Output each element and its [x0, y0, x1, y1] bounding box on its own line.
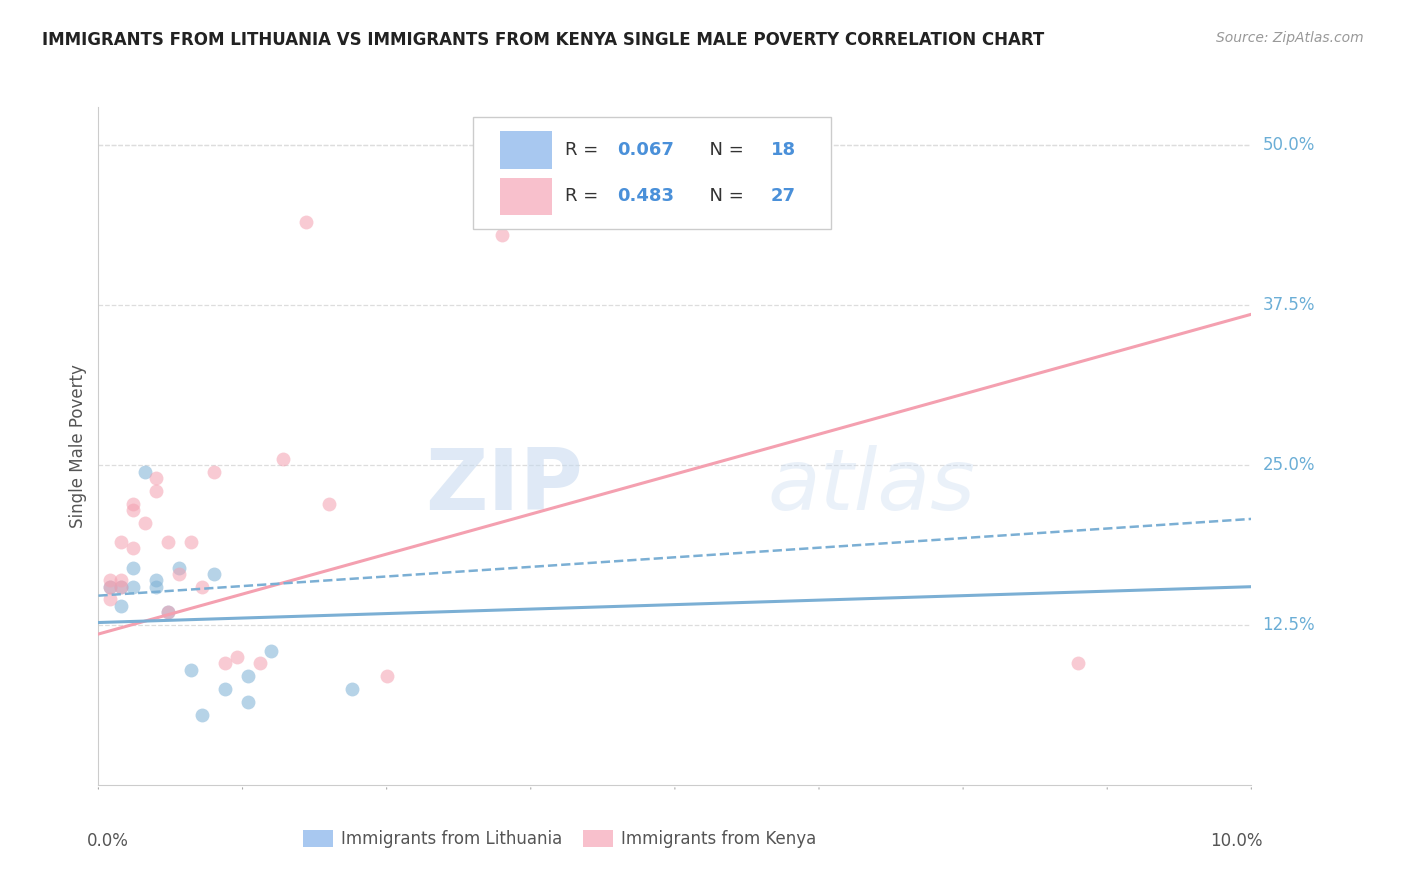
Point	[340, 681, 363, 696]
Point	[110, 535, 132, 549]
Point	[214, 657, 236, 671]
Point	[122, 503, 145, 517]
Text: 0.483: 0.483	[617, 187, 675, 205]
Point	[225, 650, 247, 665]
Point	[134, 465, 156, 479]
Point	[110, 574, 132, 588]
Text: 50.0%: 50.0%	[1263, 136, 1315, 154]
Text: 10.0%: 10.0%	[1211, 832, 1263, 850]
Legend: Immigrants from Lithuania, Immigrants from Kenya: Immigrants from Lithuania, Immigrants fr…	[297, 823, 823, 855]
Point	[98, 592, 121, 607]
Text: 0.067: 0.067	[617, 141, 673, 159]
Text: Source: ZipAtlas.com: Source: ZipAtlas.com	[1216, 31, 1364, 45]
Point	[98, 580, 121, 594]
Point	[156, 535, 179, 549]
Point	[122, 497, 145, 511]
Point	[202, 566, 225, 581]
Text: 25.0%: 25.0%	[1263, 456, 1315, 475]
Text: ZIP: ZIP	[425, 445, 582, 528]
Text: R =: R =	[565, 141, 605, 159]
Y-axis label: Single Male Poverty: Single Male Poverty	[69, 364, 87, 528]
Point	[260, 643, 283, 657]
Point	[167, 566, 190, 581]
Point	[1067, 657, 1090, 671]
Point	[156, 605, 179, 619]
FancyBboxPatch shape	[472, 117, 831, 229]
Text: 12.5%: 12.5%	[1263, 616, 1315, 634]
Point	[249, 657, 271, 671]
Point	[271, 451, 294, 466]
Text: atlas: atlas	[768, 445, 976, 528]
Point	[122, 580, 145, 594]
Point	[110, 580, 132, 594]
Point	[98, 574, 121, 588]
Text: 27: 27	[770, 187, 796, 205]
Text: R =: R =	[565, 187, 605, 205]
Text: IMMIGRANTS FROM LITHUANIA VS IMMIGRANTS FROM KENYA SINGLE MALE POVERTY CORRELATI: IMMIGRANTS FROM LITHUANIA VS IMMIGRANTS …	[42, 31, 1045, 49]
Point	[145, 574, 167, 588]
Point	[191, 580, 214, 594]
Point	[122, 560, 145, 574]
Point	[214, 681, 236, 696]
Point	[167, 560, 190, 574]
Point	[238, 695, 260, 709]
Point	[375, 669, 398, 683]
Point	[295, 215, 318, 229]
Point	[134, 516, 156, 530]
Text: 0.0%: 0.0%	[87, 832, 129, 850]
Point	[122, 541, 145, 556]
Point	[145, 471, 167, 485]
Point	[110, 580, 132, 594]
Point	[318, 497, 340, 511]
Point	[145, 483, 167, 498]
Point	[156, 605, 179, 619]
Point	[98, 580, 121, 594]
Point	[110, 599, 132, 613]
Point	[491, 227, 513, 242]
Point	[238, 669, 260, 683]
Text: N =: N =	[697, 141, 749, 159]
Bar	[499, 178, 551, 215]
Text: 18: 18	[770, 141, 796, 159]
Point	[202, 465, 225, 479]
Point	[191, 707, 214, 722]
Text: N =: N =	[697, 187, 749, 205]
Text: 37.5%: 37.5%	[1263, 296, 1315, 314]
Point	[180, 663, 202, 677]
Point	[145, 580, 167, 594]
Point	[180, 535, 202, 549]
Bar	[499, 131, 551, 169]
